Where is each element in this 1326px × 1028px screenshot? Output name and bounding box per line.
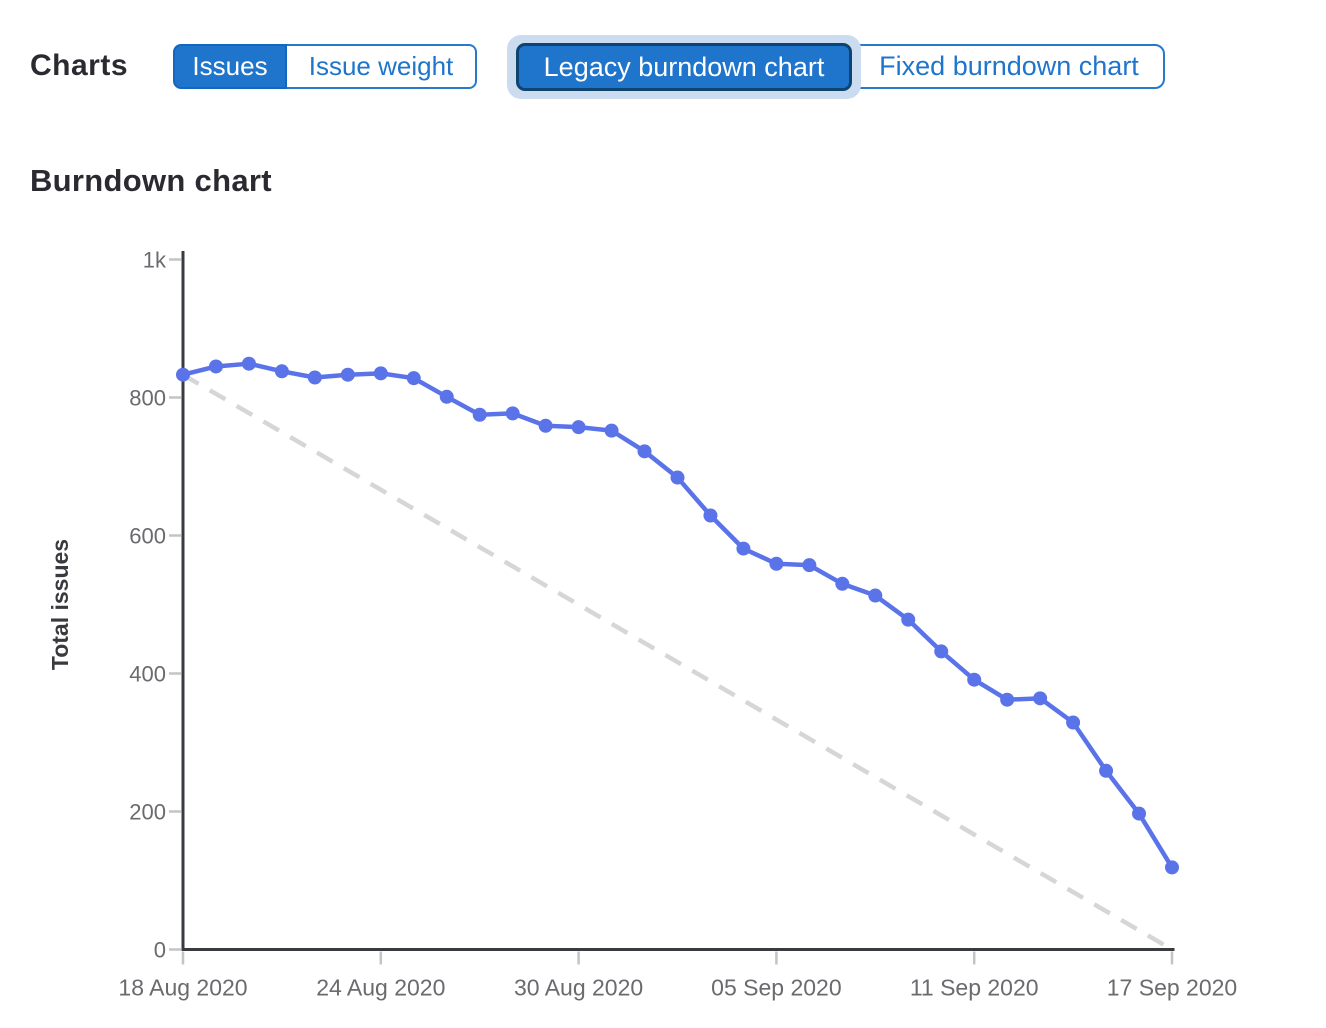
data-point[interactable] bbox=[1132, 806, 1147, 821]
data-point[interactable] bbox=[340, 367, 355, 382]
data-point[interactable] bbox=[241, 356, 256, 371]
y-tick-label: 400 bbox=[129, 662, 166, 687]
data-point[interactable] bbox=[538, 418, 553, 433]
data-point[interactable] bbox=[934, 644, 949, 659]
legacy-button-focus-ring: Legacy burndown chart bbox=[507, 35, 861, 99]
x-tick-label: 30 Aug 2020 bbox=[514, 975, 643, 1001]
data-point[interactable] bbox=[1066, 715, 1081, 730]
data-point[interactable] bbox=[1000, 692, 1015, 707]
data-point[interactable] bbox=[637, 444, 652, 459]
data-point[interactable] bbox=[604, 423, 619, 438]
page-title: Burndown chart bbox=[30, 163, 272, 198]
x-tick-label: 05 Sep 2020 bbox=[711, 975, 841, 1001]
fixed-burndown-chart-button[interactable]: Fixed burndown chart bbox=[853, 44, 1165, 89]
x-tick-label: 18 Aug 2020 bbox=[118, 975, 247, 1001]
x-tick-label: 11 Sep 2020 bbox=[910, 975, 1039, 1001]
data-point[interactable] bbox=[1165, 860, 1179, 875]
legacy-burndown-chart-button[interactable]: Legacy burndown chart bbox=[516, 43, 852, 91]
issue-weight-toggle-button[interactable]: Issue weight bbox=[285, 44, 477, 89]
data-point[interactable] bbox=[901, 612, 916, 627]
x-tick-label: 24 Aug 2020 bbox=[316, 975, 445, 1001]
metric-toggle-group: Issues Issue weight bbox=[173, 44, 477, 89]
data-point[interactable] bbox=[769, 556, 784, 571]
data-point[interactable] bbox=[373, 366, 388, 381]
issues-toggle-button[interactable]: Issues bbox=[173, 44, 287, 89]
y-tick-label: 800 bbox=[129, 386, 166, 411]
data-point[interactable] bbox=[736, 541, 751, 556]
data-point[interactable] bbox=[1033, 691, 1048, 706]
data-point[interactable] bbox=[472, 407, 487, 422]
data-point[interactable] bbox=[802, 558, 817, 573]
burndown-line bbox=[180, 361, 1175, 870]
data-point[interactable] bbox=[307, 370, 322, 385]
data-point[interactable] bbox=[670, 470, 685, 485]
data-point[interactable] bbox=[1099, 763, 1114, 778]
data-point[interactable] bbox=[967, 672, 982, 687]
data-point[interactable] bbox=[406, 371, 421, 386]
data-point[interactable] bbox=[703, 508, 718, 523]
y-tick-label: 200 bbox=[129, 800, 166, 825]
data-point[interactable] bbox=[571, 420, 586, 435]
data-point[interactable] bbox=[176, 367, 190, 382]
y-tick-label: 600 bbox=[129, 524, 166, 549]
data-point[interactable] bbox=[439, 389, 454, 404]
y-tick-label: 0 bbox=[154, 938, 166, 963]
data-point[interactable] bbox=[505, 406, 520, 421]
data-point[interactable] bbox=[868, 588, 883, 603]
y-axis-title: Total issues bbox=[47, 539, 73, 670]
data-point[interactable] bbox=[208, 359, 223, 374]
ideal-guideline bbox=[181, 372, 1174, 952]
data-point[interactable] bbox=[835, 576, 850, 591]
charts-section-label: Charts bbox=[30, 49, 129, 82]
data-point[interactable] bbox=[274, 364, 289, 379]
x-tick-label: 17 Sep 2020 bbox=[1107, 975, 1237, 1001]
y-tick-label: 1k bbox=[143, 248, 167, 273]
